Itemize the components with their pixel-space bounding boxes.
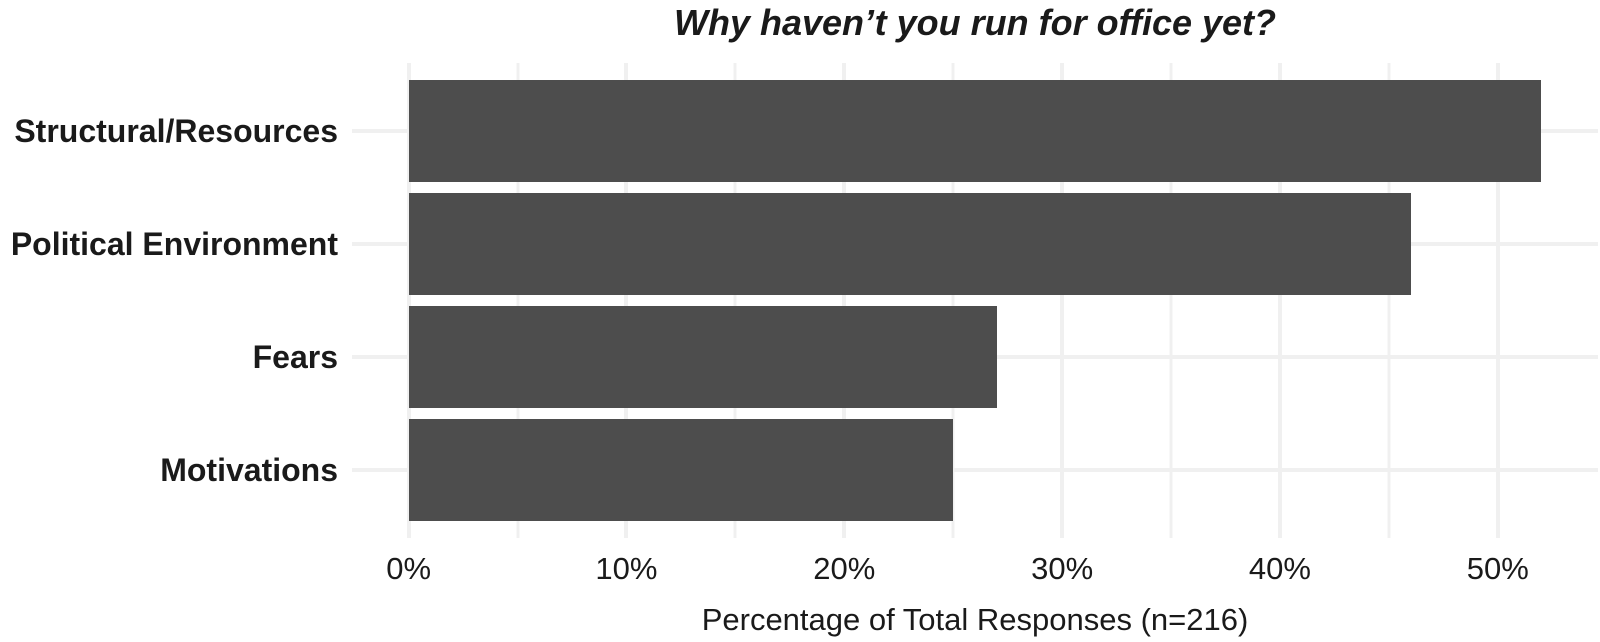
gridline-vertical-major <box>1060 63 1065 538</box>
gridline-vertical-minor <box>516 63 520 538</box>
x-tick-label-0: 0% <box>386 551 432 586</box>
x-tick-label-10: 10% <box>595 551 658 586</box>
gridline-vertical-major <box>1277 63 1282 538</box>
gridline-vertical-major <box>624 63 629 538</box>
x-tick-label-40: 40% <box>1248 551 1311 586</box>
gridline-vertical-minor <box>733 63 737 538</box>
gridline-horizontal-motivations <box>352 468 1598 473</box>
gridline-vertical-minor <box>951 63 955 538</box>
gridline-vertical-major <box>842 63 847 538</box>
y-axis-label-fears: Fears <box>252 339 338 376</box>
gridline-vertical-minor <box>1169 63 1173 538</box>
x-axis-tick-labels: 0% 10% 20% 30% 40% 50% <box>0 551 1600 591</box>
gridline-vertical-minor <box>1387 63 1391 538</box>
x-tick-label-30: 30% <box>1031 551 1094 586</box>
chart-title: Why haven’t you run for office yet? <box>673 2 1277 43</box>
x-tick-label-50: 50% <box>1466 551 1529 586</box>
bar-motivations <box>408 419 954 522</box>
y-axis-label-political-environment: Political Environment <box>10 225 338 262</box>
y-axis-label-motivations: Motivations <box>160 452 338 489</box>
y-axis-labels: Structural/Resources Political Environmen… <box>0 63 338 538</box>
bar-structural-resources <box>408 79 1542 182</box>
plot-area <box>352 63 1598 538</box>
y-axis-label-structural-resources: Structural/Resources <box>14 112 338 149</box>
bar-fears <box>408 306 997 408</box>
x-axis-title: Percentage of Total Responses (n=216) <box>701 602 1249 637</box>
gridline-vertical-major <box>1495 63 1500 538</box>
x-tick-label-20: 20% <box>813 551 876 586</box>
gridline-vertical-major <box>406 63 411 538</box>
bar-political-environment <box>408 193 1411 295</box>
